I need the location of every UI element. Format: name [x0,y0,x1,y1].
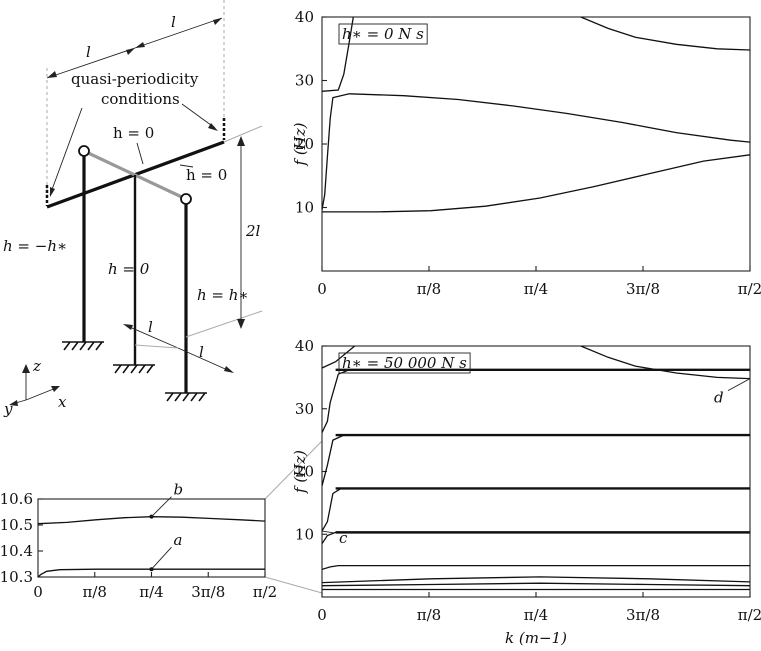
dispersion-curve [322,434,750,487]
marker-label-a: a [174,531,183,549]
dispersion-curve [322,564,750,571]
y-tick-label: 40 [295,337,314,355]
plot-frame [321,345,751,598]
label-h-top: h = 0 [113,124,154,142]
y-tick-label: 30 [295,400,314,418]
dimension-line-left [46,47,136,79]
marker-label-c: c [339,529,348,547]
x-tick-label: π/2 [253,583,277,601]
x-tick-label: 0 [33,583,43,601]
label-h-right: h = h∗ [197,286,249,304]
dispersion-curve [322,582,750,587]
dispersion-curve [322,154,750,213]
dispersion-curve [322,346,356,369]
plot-frame [321,16,751,272]
damping-annotation: h∗ = 0 N s [342,25,424,43]
axis-y-label: y [3,400,13,418]
label-h-mid: h = 0 [186,166,227,184]
x-tick-label: π/8 [83,583,107,601]
label-h-center: h = 0 [108,260,150,278]
dispersion-curve [580,17,750,51]
chart-inset: 0 π/8 π/4 3π/8 π/2 10.3 10.4 10.5 10.6 a b [0,481,277,601]
y-tick-label: 30 [295,72,314,90]
y-tick-label: 10.5 [0,516,33,534]
y-tick-label: 10.6 [0,490,33,508]
hinge-left [78,145,90,157]
y-axis-label: f (Hz) [291,122,309,166]
dimension-line-right [134,17,223,49]
x-tick-label: 3π/8 [626,606,660,624]
x-tick-label: π/4 [524,280,548,298]
x-tick-label: π/4 [524,606,548,624]
x-tick-label: π/8 [417,280,441,298]
annotation-box [338,352,471,374]
damping-annotation: h∗ = 50 000 N s [342,354,467,372]
dispersion-curve [322,487,750,532]
y-tick-label: 20 [295,463,314,481]
label-2l: 2l [245,222,261,240]
x-tick-label: π/4 [139,583,163,601]
dispersion-curve [38,568,265,577]
y-tick-label: 10.4 [0,542,33,560]
axis-x-label: x [58,393,67,411]
chart-bottom: 0 π/8 π/4 3π/8 π/2 10 20 30 40 h∗ = 50 000 N s f (… [291,337,761,647]
dispersion-curve [322,369,750,433]
y-tick-label: 10 [295,199,314,217]
y-tick-label: 40 [295,8,314,26]
dispersion-curve [580,346,750,380]
dispersion-curve [322,17,354,92]
label-l-top-left: l [86,43,91,61]
x-tick-label: π/8 [417,606,441,624]
label-quasi-periodicity: quasi-periodicity [71,70,199,88]
y-tick-label: 10.3 [0,568,33,586]
x-tick-label: π/2 [738,606,761,624]
x-tick-label: 3π/8 [626,280,660,298]
y-tick-label: 10 [295,525,314,543]
label-conditions: conditions [101,90,180,108]
plot-frame [37,498,266,578]
label-l-bottom-right: l [199,343,204,361]
dispersion-curve [322,531,750,545]
y-axis-label: f (Hz) [291,450,309,494]
x-tick-label: π/2 [738,280,761,298]
x-tick-label: 0 [317,280,327,298]
label-l-top-right: l [171,13,176,31]
label-h-left: h = −h∗ [3,237,67,255]
coordinate-axes: z y x [3,357,67,418]
dispersion-curve [322,93,750,211]
zoom-connector-top [264,440,323,500]
dispersion-curve [322,576,750,584]
annotation-box [338,23,428,45]
x-axis-label: k (m−1) [505,629,567,647]
ground-supports [62,341,207,402]
label-l-bottom-left: l [148,318,153,336]
marker-label-d: d [714,389,724,407]
hinge-right [180,193,192,205]
chart-top: 0 π/8 π/4 3π/8 π/2 10 20 30 40 h∗ = 0 N s f (Hz) [291,8,761,298]
marker-label-b: b [174,481,184,499]
axis-z-label: z [32,357,41,375]
x-tick-label: 3π/8 [191,583,225,601]
zoom-connector-bottom [264,576,323,594]
x-tick-label: 0 [317,606,327,624]
frame-diagram: l l quasi-periodicity conditions [3,0,263,418]
y-tick-label: 20 [295,135,314,153]
